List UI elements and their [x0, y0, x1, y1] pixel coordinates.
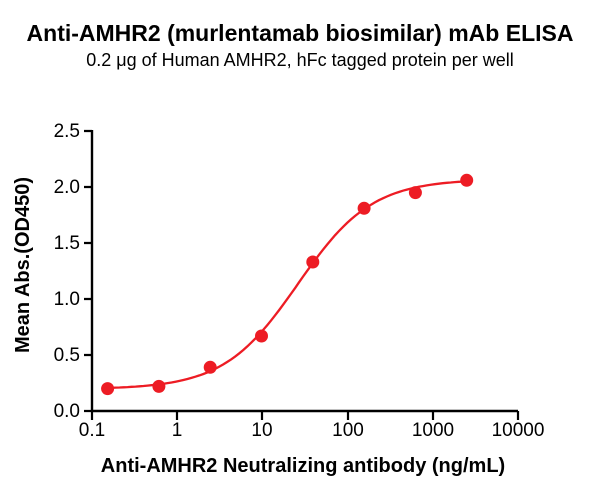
y-tick-label-2.0: 2.0 — [54, 177, 80, 198]
chart-subtitle: 0.2 μg of Human AMHR2, hFc tagged protei… — [86, 50, 514, 70]
x-tick-label-1000: 1000 — [412, 420, 454, 441]
y-tick-label-0.0: 0.0 — [54, 401, 80, 422]
data-series-group — [101, 173, 474, 396]
y-tick-label-1.5: 1.5 — [54, 233, 80, 254]
data-point — [357, 201, 371, 215]
axis-lines — [90, 130, 518, 413]
y-tick-label-2.5: 2.5 — [54, 121, 80, 142]
data-point — [408, 186, 422, 200]
y-tick-label-0.5: 0.5 — [54, 345, 80, 366]
x-tick-label-0.1: 0.1 — [79, 420, 105, 441]
data-point — [203, 360, 217, 374]
y-tick-label-1.0: 1.0 — [54, 289, 80, 310]
data-point — [306, 255, 320, 269]
data-point — [255, 329, 268, 343]
y-axis-title: Mean Abs.(OD450) — [12, 177, 34, 353]
x-axis-ticks — [90, 411, 520, 420]
data-point — [460, 173, 474, 187]
y-axis-ticks — [84, 129, 92, 413]
fitted-curve — [107, 180, 467, 390]
x-tick-label-10: 10 — [251, 420, 272, 441]
x-tick-label-100: 100 — [332, 420, 364, 441]
x-tick-label-1: 1 — [172, 420, 183, 441]
data-point — [101, 382, 115, 396]
x-axis-title: Anti-AMHR2 Neutralizing antibody (ng/mL) — [101, 455, 505, 477]
chart-title: Anti-AMHR2 (murlentamab biosimilar) mAb … — [27, 20, 574, 46]
data-point — [152, 379, 166, 393]
x-tick-label-10000: 10000 — [492, 420, 545, 441]
